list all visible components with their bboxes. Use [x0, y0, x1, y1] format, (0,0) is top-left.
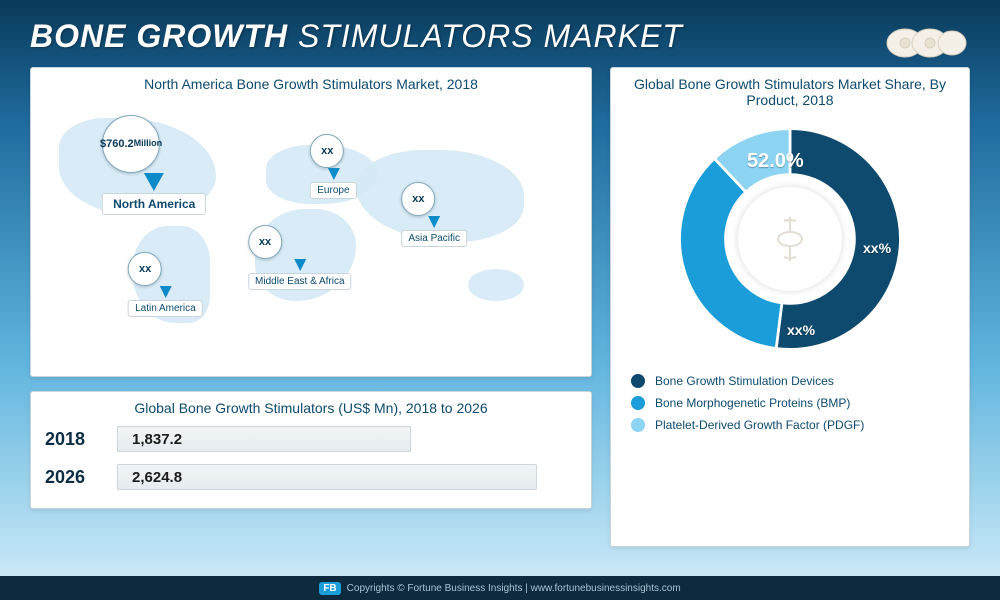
legend-text: Platelet-Derived Growth Factor (PDGF) [655, 418, 864, 432]
donut-panel: Global Bone Growth Stimulators Market Sh… [610, 67, 970, 547]
bar-track: 2,624.8 [117, 464, 537, 490]
content-area: North America Bone Growth Stimulators Ma… [0, 67, 1000, 547]
map-pin-ap: xx Asia Pacific [401, 182, 467, 247]
pin-marker-icon [327, 168, 339, 180]
title-prefix: BONE GROWTH [30, 18, 298, 54]
pin-label: Latin America [128, 300, 203, 317]
legend-text: Bone Morphogenetic Proteins (BMP) [655, 396, 850, 410]
bar-year: 2018 [45, 429, 105, 450]
page-title: BONE GROWTH STIMULATORS MARKET [30, 18, 970, 55]
legend-item: Bone Morphogenetic Proteins (BMP) [631, 396, 949, 410]
pin-bubble: xx [401, 182, 435, 216]
footer-text: Copyrights © Fortune Business Insights |… [347, 583, 681, 594]
map-title: North America Bone Growth Stimulators Ma… [31, 68, 591, 96]
pin-marker-icon [159, 286, 171, 298]
vertebra-icon [880, 18, 970, 68]
pin-bubble: xx [248, 225, 282, 259]
title-bar: BONE GROWTH STIMULATORS MARKET [0, 0, 1000, 67]
donut-center-icon [738, 187, 842, 291]
bar-year: 2026 [45, 467, 105, 488]
left-column: North America Bone Growth Stimulators Ma… [30, 67, 592, 547]
bar-panel: Global Bone Growth Stimulators (US$ Mn),… [30, 391, 592, 509]
pin-label: Middle East & Africa [248, 273, 351, 290]
bar-value: 2,624.8 [132, 469, 182, 486]
bar-row: 2018 1,837.2 [31, 420, 591, 458]
map-pin-eu: xx Europe [310, 134, 356, 199]
bar-row: 2026 2,624.8 [31, 458, 591, 496]
footer-logo: FB [319, 582, 340, 595]
legend-swatch [631, 396, 645, 410]
map-pin-na: $760.2Million North America [102, 115, 206, 215]
continent-shape [468, 269, 524, 301]
legend-swatch [631, 418, 645, 432]
donut-title: Global Bone Growth Stimulators Market Sh… [611, 68, 969, 112]
pin-marker-icon [428, 216, 440, 228]
bar-title: Global Bone Growth Stimulators (US$ Mn),… [31, 392, 591, 420]
footer: FB Copyrights © Fortune Business Insight… [0, 576, 1000, 600]
pin-bubble: xx [310, 134, 344, 168]
pin-marker-icon [294, 259, 306, 271]
title-suffix: STIMULATORS MARKET [298, 18, 683, 54]
donut-chart: 52.0% xx% xx% [675, 124, 905, 354]
pin-label: North America [102, 193, 206, 215]
map-panel: North America Bone Growth Stimulators Ma… [30, 67, 592, 377]
donut-legend: Bone Growth Stimulation Devices Bone Morp… [611, 362, 969, 444]
map-pin-mea: xx Middle East & Africa [248, 225, 351, 290]
legend-text: Bone Growth Stimulation Devices [655, 374, 834, 388]
legend-item: Platelet-Derived Growth Factor (PDGF) [631, 418, 949, 432]
legend-item: Bone Growth Stimulation Devices [631, 374, 949, 388]
donut-slice-label: 52.0% [747, 150, 804, 173]
right-column: Global Bone Growth Stimulators Market Sh… [610, 67, 970, 547]
bar-track: 1,837.2 [117, 426, 411, 452]
donut-slice-label: xx% [863, 240, 891, 256]
pin-bubble: $760.2Million [102, 115, 160, 173]
bar-rows: 2018 1,837.2 2026 2,624.8 [31, 420, 591, 496]
pin-marker-icon [144, 173, 164, 191]
pin-label: Europe [310, 182, 356, 199]
bar-value: 1,837.2 [132, 431, 182, 448]
map-pin-la: xx Latin America [128, 252, 203, 317]
donut-slice-label: xx% [787, 322, 815, 338]
pin-label: Asia Pacific [401, 230, 467, 247]
legend-swatch [631, 374, 645, 388]
pin-bubble: xx [128, 252, 162, 286]
world-map: $760.2Million North America xx Latin Americ… [31, 96, 591, 366]
